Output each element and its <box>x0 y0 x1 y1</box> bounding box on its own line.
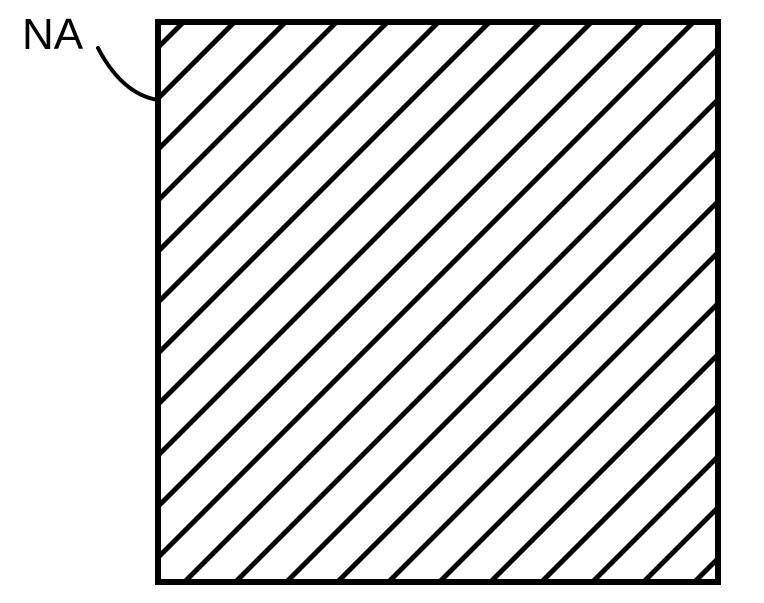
square-fill <box>158 22 718 582</box>
na-label: NA <box>22 10 83 60</box>
diagram-svg <box>0 0 764 603</box>
diagram-canvas: NA <box>0 0 764 603</box>
leader-line <box>98 48 158 100</box>
